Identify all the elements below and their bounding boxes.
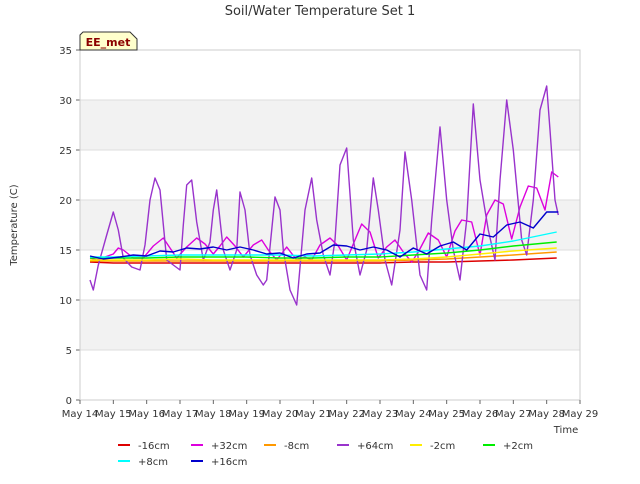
x-tick-label: May 27: [495, 409, 532, 420]
series-line-2cm: [90, 247, 557, 261]
legend-label: -16cm: [138, 441, 170, 452]
x-tick-label: May 14: [62, 409, 99, 420]
x-axis-label: Time: [553, 425, 578, 436]
legend-label: -8cm: [284, 441, 309, 452]
grid-band: [80, 50, 580, 100]
y-tick-label: 10: [59, 296, 72, 307]
x-tick-label: May 17: [162, 409, 199, 420]
x-tick-label: May 15: [95, 409, 132, 420]
x-tick-label: May 21: [295, 409, 332, 420]
grid-band: [80, 300, 580, 350]
series-line-8cm: [90, 251, 557, 262]
legend-label: +8cm: [138, 457, 168, 468]
x-tick-label: May 26: [462, 409, 499, 420]
x-tick-label: May 29: [562, 409, 599, 420]
y-tick-label: 30: [59, 96, 72, 107]
series-line-16cm: [89, 257, 557, 264]
x-tick-label: May 22: [328, 409, 365, 420]
station-tag-box: [79, 31, 138, 51]
series-line-64cm: [89, 85, 559, 306]
x-tick-label: May 25: [428, 409, 465, 420]
legend-label: +2cm: [503, 441, 533, 452]
y-tick-label: 25: [59, 146, 72, 157]
series-line-2cm: [90, 241, 557, 259]
y-tick-label: 15: [59, 246, 72, 257]
legend-label: +16cm: [211, 457, 247, 468]
legend-label: -2cm: [430, 441, 455, 452]
grid-band: [80, 100, 580, 150]
grid-band: [80, 150, 580, 200]
x-tick-label: May 18: [195, 409, 232, 420]
chart-title: Soil/Water Temperature Set 1: [225, 4, 416, 19]
x-tick-label: May 19: [228, 409, 265, 420]
station-tag: EE_met: [79, 31, 138, 51]
x-tick-label: May 23: [362, 409, 399, 420]
y-axis-label: Temperature (C): [9, 184, 20, 266]
y-tick-label: 5: [66, 346, 72, 357]
legend-label: +32cm: [211, 441, 247, 452]
plot-border: [79, 49, 581, 401]
legend-label: +64cm: [357, 441, 393, 452]
grid-band: [80, 350, 580, 400]
station-tag-text: EE_met: [86, 36, 131, 49]
y-tick-label: 0: [66, 396, 72, 407]
x-tick-label: May 24: [395, 409, 432, 420]
x-tick-label: May 16: [128, 409, 165, 420]
x-tick-label: May 28: [528, 409, 565, 420]
y-tick-label: 20: [59, 196, 72, 207]
y-tick-label: 35: [59, 46, 72, 57]
series-line-16cm: [89, 211, 559, 260]
x-tick-label: May 20: [262, 409, 299, 420]
legend: -16cm +32cm -8cm +64cm -2cm +2cm +8cm +16cm: [118, 441, 533, 468]
